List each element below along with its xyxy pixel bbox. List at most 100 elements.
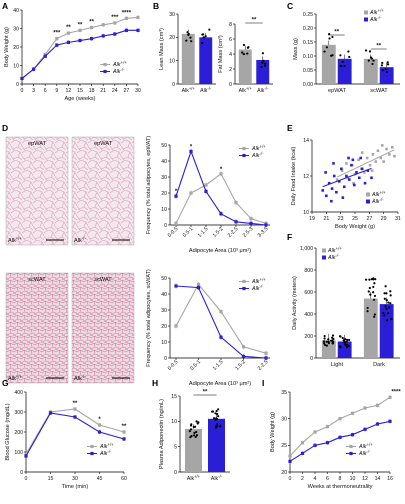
panel-D2-point bbox=[219, 310, 223, 314]
panel-G-xlabel: Time (min) bbox=[62, 484, 89, 490]
panel-B2-xtick-label: Alk-/- bbox=[257, 86, 269, 94]
panel-F-dot bbox=[323, 334, 326, 338]
panel-A-significance: ** bbox=[89, 20, 94, 26]
panel-G-xtick-label: 15 bbox=[48, 476, 54, 482]
panel-F-dot bbox=[387, 301, 390, 304]
panel-C-dot bbox=[386, 63, 390, 66]
panel-C-bar bbox=[337, 58, 352, 84]
panel-E-point bbox=[332, 174, 336, 178]
panel-A-point bbox=[90, 25, 94, 30]
panel-C-significance: ** bbox=[334, 30, 339, 36]
panel-B1-ytick-label: 20 bbox=[169, 35, 175, 41]
panel-I-xtick-label: 10 bbox=[350, 476, 356, 482]
panel-F-dot bbox=[385, 298, 388, 302]
panel-H-dot bbox=[189, 428, 193, 431]
panel-G-legend-marker bbox=[90, 444, 94, 449]
panel-D2-legend-label: Alk-/- bbox=[251, 284, 264, 292]
panel-F-dot bbox=[384, 285, 387, 288]
panel-F-dot bbox=[364, 278, 368, 281]
panel-F-dot bbox=[368, 286, 371, 290]
panel-H-dot bbox=[217, 415, 220, 418]
panel-F-dot bbox=[323, 342, 326, 345]
panel-F-ylabel: Daily Activity (meters) bbox=[292, 276, 298, 330]
panel-F-legend-swatch bbox=[322, 255, 326, 260]
panel-E-point bbox=[388, 153, 391, 156]
panel-E-xtick-label: 27 bbox=[366, 216, 372, 222]
panel-A-legend-marker bbox=[103, 62, 107, 67]
panel-E-point bbox=[340, 169, 344, 172]
panel-I-point bbox=[325, 441, 330, 445]
panel-D2-point bbox=[174, 324, 178, 328]
panel-I-xtick-label: 0 bbox=[289, 476, 292, 482]
panel-G-significance: ** bbox=[73, 401, 78, 407]
panel-G-point bbox=[24, 454, 28, 458]
panel-A-significance: ** bbox=[66, 25, 71, 31]
panel-E-point bbox=[390, 145, 394, 149]
panel-G-ytick-label: 300 bbox=[14, 410, 23, 416]
panel-label-H: H bbox=[152, 378, 158, 388]
panel-B2-ylabel: Fat Mass (cm³) bbox=[218, 35, 224, 73]
panel-D1-point bbox=[189, 149, 193, 153]
panel-E-point bbox=[332, 162, 335, 165]
panel-E-xtick-label: 31 bbox=[395, 216, 401, 222]
panel-F-dot bbox=[346, 343, 349, 347]
panel-E-xtick-label: 21 bbox=[323, 216, 329, 222]
panel-I-point bbox=[288, 454, 292, 458]
panel-B1-bar bbox=[181, 33, 195, 84]
panel-H-significance: ** bbox=[203, 390, 208, 396]
panel-F-dot bbox=[368, 278, 371, 281]
panel-H-dot bbox=[193, 431, 196, 434]
panel-E-xlabel: Body Weight (g) bbox=[335, 224, 375, 230]
panel-B2-bar bbox=[238, 49, 252, 84]
panel-A-point bbox=[55, 37, 59, 41]
panel-G-xtick-label: 0 bbox=[25, 476, 28, 482]
panel-B2-dot bbox=[261, 52, 264, 55]
panel-E-point bbox=[345, 162, 348, 165]
panel-I-legend-label: Alk+/+ bbox=[358, 442, 373, 450]
panel-A-significance: *** bbox=[111, 15, 119, 21]
panel-E-point bbox=[347, 178, 351, 181]
panel-E-point bbox=[330, 187, 334, 190]
panel-H-dot bbox=[194, 435, 197, 439]
panel-F-dot bbox=[331, 342, 334, 345]
panel-C-dot bbox=[368, 50, 372, 53]
panel-B2-ytick-label: 2 bbox=[229, 67, 232, 73]
panel-A-point bbox=[20, 76, 24, 81]
panel-D1-legend-marker bbox=[242, 153, 246, 158]
panel-I-ytick-label: 25 bbox=[281, 443, 287, 449]
panel-C-dot bbox=[371, 62, 374, 66]
panel-F-dot bbox=[327, 338, 330, 341]
panel-C-legend-swatch bbox=[364, 17, 368, 22]
panel-E-point bbox=[380, 144, 384, 147]
panel-E-xtick-label: 19 bbox=[309, 216, 315, 222]
panel-F-dot bbox=[331, 336, 334, 339]
panel-D2-legend-label: Alk+/+ bbox=[251, 277, 266, 285]
panel-G-point bbox=[122, 437, 126, 441]
panel-E-point bbox=[324, 171, 327, 174]
panel-E-point bbox=[330, 199, 333, 203]
panel-D1-xtick-label: 3-3.5 bbox=[257, 226, 270, 239]
panel-C-dot bbox=[364, 49, 368, 52]
panel-A-point bbox=[124, 28, 128, 32]
panel-B1-dot bbox=[190, 40, 193, 43]
panel-G-xtick-label: 60 bbox=[121, 476, 127, 482]
panel-G-xtick-label: 30 bbox=[72, 476, 78, 482]
panel-C-dot bbox=[341, 60, 344, 63]
panel-D2-xtick-label: 0-0.5 bbox=[167, 359, 180, 372]
panel-D2-point bbox=[196, 282, 201, 286]
panel-D1-legend-label: Alk+/+ bbox=[251, 144, 266, 152]
panel-H-ytick-label: 10 bbox=[171, 419, 177, 425]
panel-C-dot bbox=[339, 64, 342, 67]
panel-F-dot bbox=[346, 345, 349, 349]
panel-I-point bbox=[313, 430, 317, 434]
panel-D2-legend-marker bbox=[242, 286, 246, 291]
panel-I-xtick-label: 2 bbox=[301, 476, 304, 482]
panel-F-legend-label: Alk+/+ bbox=[327, 246, 342, 254]
panel-F-bar bbox=[363, 298, 378, 358]
panel-B2-dot bbox=[242, 52, 246, 56]
panel-G-ytick-label: 200 bbox=[14, 430, 23, 436]
panel-B2-dot bbox=[263, 64, 267, 67]
panel-A-point bbox=[124, 16, 128, 20]
panel-F-dot bbox=[382, 311, 385, 315]
panel-B2-ytick-label: 6 bbox=[229, 37, 232, 43]
